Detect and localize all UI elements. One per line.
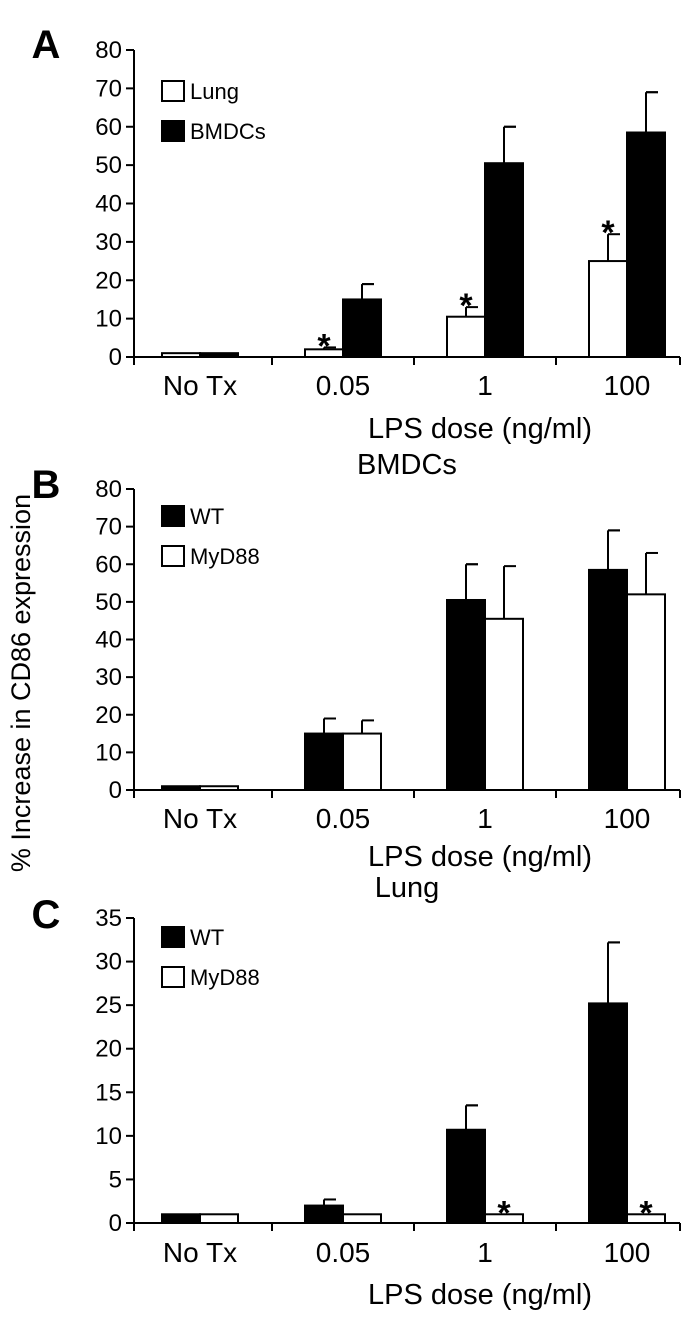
panel-c-bar (446, 1128, 486, 1225)
panel-c-letter: C (32, 893, 61, 937)
panel-a-y-tick-label: 0 (109, 344, 122, 371)
panel-c-bar (588, 1002, 628, 1225)
panel-b-letter: B (32, 463, 61, 507)
panel-a-x-tick-label: 0.05 (316, 370, 371, 401)
panel-c-significance-marker: * (497, 1194, 511, 1232)
panel-a-y-tick-label: 70 (95, 75, 122, 102)
panel-b-legend-label: MyD88 (190, 544, 260, 569)
panel-c-bar (484, 1213, 524, 1225)
panel-a-y-tick-label: 20 (95, 267, 122, 294)
panel-b-y-tick-label: 10 (95, 739, 122, 766)
panel-b-y-tick-label: 20 (95, 702, 122, 729)
panel-b-bar (161, 785, 201, 791)
panel-a-y-tick-label: 50 (95, 152, 122, 179)
panel-c-bar (342, 1213, 382, 1225)
panel-b-title: BMDCs (357, 449, 457, 481)
panel-c-y-tick-label: 25 (95, 992, 122, 1019)
panel-c-legend-label: WT (190, 925, 224, 950)
panel-a-significance-marker: * (317, 327, 331, 365)
panel-a-legend-label: BMDCs (190, 119, 266, 144)
panel-c-x-axis-title: LPS dose (ng/ml) (368, 1279, 592, 1311)
panel-a-y-tick-label: 10 (95, 306, 122, 333)
panel-b-y-tick-label: 0 (109, 777, 122, 804)
panel-b-x-tick-label: 100 (604, 803, 651, 834)
panel-c-legend-label: MyD88 (190, 965, 260, 990)
panel-a-y-tick-label: 30 (95, 229, 122, 256)
panel-c-bar (626, 1213, 666, 1225)
panel-b-bar (484, 617, 524, 792)
panel-c-x-tick-label: 100 (604, 1237, 651, 1268)
panel-c-bar (304, 1204, 344, 1224)
panel-a-legend-swatch (161, 80, 185, 102)
panel-b-legend-label: WT (190, 504, 224, 529)
panel-b-bar (626, 593, 666, 791)
panel-a-letter: A (32, 23, 61, 67)
panel-a-x-tick-label: 1 (477, 370, 493, 401)
panel-c-y-tick-label: 10 (95, 1123, 122, 1150)
panel-a-x-tick-label: 100 (604, 370, 651, 401)
panel-b-bar (199, 785, 239, 791)
panel-b-y-tick-label: 60 (95, 551, 122, 578)
panel-a-bar (342, 298, 382, 358)
panel-a-bar (626, 131, 666, 358)
panel-c-bar (199, 1213, 239, 1225)
y-axis-title: % Increase in CD86 expression (6, 494, 36, 872)
panel-a-bar (588, 260, 628, 358)
panel-c-y-tick-label: 0 (109, 1210, 122, 1237)
panel-b-y-tick-label: 50 (95, 589, 122, 616)
panel-c-y-tick-label: 35 (95, 905, 122, 932)
panel-b-y-tick-label: 40 (95, 627, 122, 654)
panel-c-y-tick-label: 20 (95, 1036, 122, 1063)
panel-b-y-tick-label: 30 (95, 664, 122, 691)
panel-c-bar (161, 1213, 201, 1225)
panel-a-y-tick-label: 40 (95, 191, 122, 218)
panel-a-y-tick-label: 60 (95, 114, 122, 141)
panel-c-y-tick-label: 15 (95, 1079, 122, 1106)
panel-c-x-tick-label: 1 (477, 1237, 493, 1268)
panel-b-x-tick-label: No Tx (163, 803, 237, 834)
panel-a-bar (484, 162, 524, 358)
panel-b-y-tick-label: 80 (95, 476, 122, 503)
panel-a-legend-swatch (161, 120, 185, 142)
panel-c-legend-swatch (161, 926, 185, 948)
panel-a-bar (199, 352, 239, 359)
panel-c-x-tick-label: No Tx (163, 1237, 237, 1268)
panel-b-bar (588, 568, 628, 791)
panel-b-bar (446, 598, 486, 792)
panel-b-bar (304, 732, 344, 791)
panel-c-legend-swatch (161, 966, 185, 988)
panel-b-y-tick-label: 70 (95, 514, 122, 541)
panel-c-x-tick-label: 0.05 (316, 1237, 371, 1268)
panel-a-bar (161, 352, 201, 359)
panel-c-title: Lung (375, 872, 440, 904)
panel-b-x-tick-label: 1 (477, 803, 493, 834)
panel-b-x-tick-label: 0.05 (316, 803, 371, 834)
panel-a-significance-marker: * (459, 287, 473, 325)
panel-c-y-tick-label: 30 (95, 949, 122, 976)
panel-a-x-axis-title: LPS dose (ng/ml) (368, 413, 592, 445)
panel-a-legend-label: Lung (190, 79, 239, 104)
panel-a-significance-marker: * (601, 214, 615, 252)
panel-b-legend-swatch (161, 545, 185, 567)
panel-a-y-tick-label: 80 (95, 37, 122, 64)
panel-b-bar (342, 732, 382, 791)
panel-a-x-tick-label: No Tx (163, 370, 237, 401)
panel-c-y-tick-label: 5 (109, 1166, 122, 1193)
panel-b-legend-swatch (161, 505, 185, 527)
panel-b-x-axis-title: LPS dose (ng/ml) (368, 841, 592, 873)
panel-c-significance-marker: * (639, 1194, 653, 1232)
